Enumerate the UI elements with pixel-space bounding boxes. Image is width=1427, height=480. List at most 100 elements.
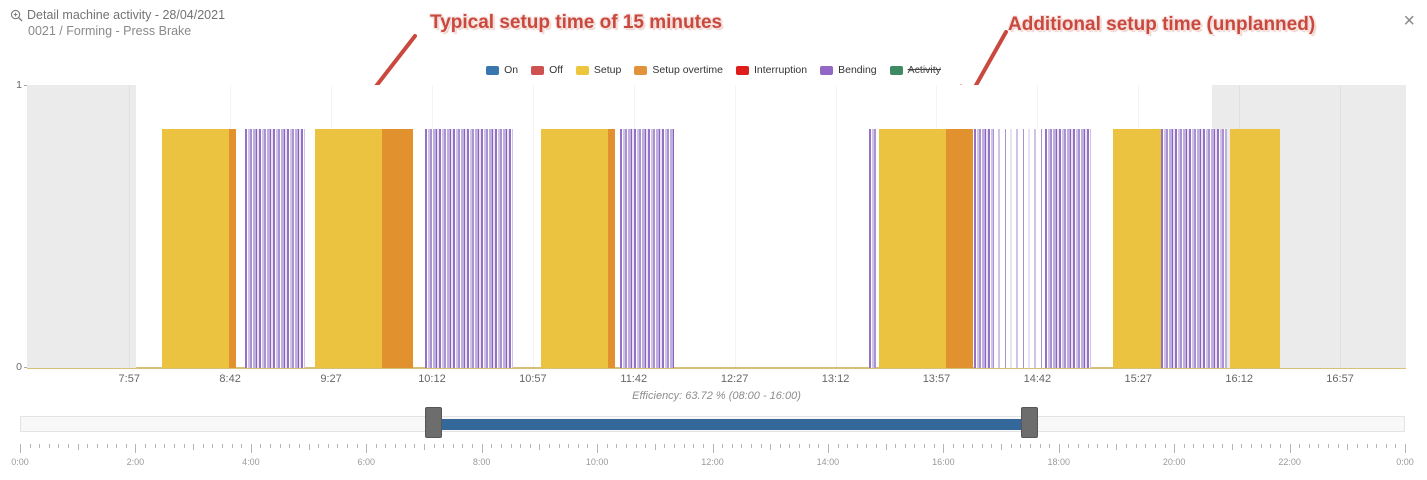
ruler-tick	[827, 444, 829, 453]
x-axis-tick-label: 10:57	[519, 373, 547, 385]
ruler-label: 8:00	[472, 457, 491, 467]
ruler-tick	[1212, 444, 1214, 448]
ruler-tick	[943, 444, 945, 453]
zoom-icon	[10, 9, 23, 22]
ruler-tick	[645, 444, 647, 448]
ruler-tick	[356, 444, 358, 448]
x-axis-tick-label: 8:42	[219, 373, 241, 385]
x-axis-tick-label: 11:42	[620, 373, 648, 385]
ruler-tick	[587, 444, 589, 448]
ruler-tick	[250, 444, 252, 453]
x-gridline	[734, 85, 736, 368]
bending-segment[interactable]	[620, 128, 675, 368]
close-icon[interactable]: ×	[1403, 10, 1415, 32]
setup-segment[interactable]	[1229, 128, 1280, 368]
ruler-tick	[347, 444, 348, 448]
ruler-tick	[193, 444, 195, 450]
bending-segment[interactable]	[974, 128, 995, 368]
setup-overtime-segment[interactable]	[228, 128, 236, 368]
setup-overtime-segment[interactable]	[382, 128, 414, 368]
ruler-tick	[683, 444, 685, 448]
bending-segment[interactable]	[1045, 128, 1092, 368]
ruler-tick	[1385, 444, 1387, 448]
ruler-tick	[202, 444, 204, 448]
setup-overtime-segment[interactable]	[608, 128, 615, 368]
ruler-label: 2:00	[126, 457, 145, 467]
ruler-label: 22:00	[1278, 457, 1301, 467]
navigator-left-handle[interactable]	[425, 407, 443, 438]
ruler-tick	[799, 444, 801, 448]
ruler-tick	[1231, 444, 1233, 450]
legend-item-interruption[interactable]: Interruption	[735, 64, 807, 76]
setup-overtime-segment[interactable]	[945, 128, 973, 368]
ruler-tick	[731, 444, 733, 448]
setup-overtime-swatch	[634, 65, 648, 75]
navigator-right-handle[interactable]	[1021, 407, 1039, 438]
ruler-tick	[337, 444, 339, 448]
ruler-tick	[1097, 444, 1099, 448]
ruler-tick	[39, 444, 41, 448]
bending-segment[interactable]	[1161, 128, 1228, 368]
time-ruler: 0:00 2:00 4:00 6:00 8:00 10:00 12:00 14:00 16:00…	[11, 444, 1414, 474]
bending-segment[interactable]	[425, 128, 513, 368]
ruler-tick	[1020, 444, 1022, 448]
ruler-tick	[1405, 444, 1406, 453]
x-gridline	[129, 85, 131, 368]
ruler-tick	[125, 444, 127, 448]
setup-segment[interactable]	[878, 128, 946, 368]
ruler-tick	[654, 444, 656, 450]
legend-item-off[interactable]: Off	[531, 64, 563, 76]
legend-label: Off	[549, 64, 563, 76]
ruler-label: 18:00	[1047, 457, 1071, 467]
ruler-tick	[1279, 444, 1281, 448]
ruler-tick	[1145, 444, 1147, 448]
setup-segment[interactable]	[1112, 128, 1162, 368]
chart-legend: On Off Setup Setup overtime Interruption Bend…	[0, 64, 1427, 76]
header: Detail machine activity - 28/04/2021 002…	[10, 7, 225, 39]
ruler-tick	[548, 444, 550, 448]
x-axis-labels: 7:57 8:42 9:27 10:12 10:57 11:42 12:27 13:12 13:…	[27, 373, 1406, 387]
setup-segment[interactable]	[161, 128, 229, 368]
legend-label: Setup	[593, 64, 622, 76]
ruler-tick	[1241, 444, 1243, 448]
ruler-tick	[241, 444, 243, 448]
ruler-tick	[183, 444, 185, 448]
x-axis-tick-label: 9:27	[320, 373, 342, 385]
legend-item-setup[interactable]: Setup	[575, 64, 622, 76]
legend-label: Activity	[907, 64, 941, 76]
ruler-tick	[904, 444, 906, 448]
ruler-label: 12:00	[701, 457, 724, 467]
ruler-tick	[1347, 444, 1349, 450]
setup-segment[interactable]	[314, 128, 383, 368]
ruler-tick	[885, 444, 887, 450]
legend-item-on[interactable]: On	[486, 64, 518, 76]
navigator-selected-range[interactable]	[440, 419, 1023, 430]
ruler-tick	[770, 444, 772, 450]
annotation-typical-setup: Typical setup time of 15 minutes	[430, 12, 723, 33]
activity-timeline-plot[interactable]	[27, 85, 1406, 369]
ruler-tick	[385, 444, 387, 448]
bending-segment[interactable]	[244, 128, 306, 368]
ruler-tick	[1337, 444, 1339, 448]
legend-item-setup-overtime[interactable]: Setup overtime	[634, 64, 723, 76]
ruler-tick	[77, 444, 79, 450]
ruler-tick	[500, 444, 502, 448]
ruler-tick	[1318, 444, 1320, 448]
x-axis-tick-label: 15:27	[1124, 373, 1153, 385]
legend-label: Bending	[838, 64, 877, 76]
ruler-tick	[58, 444, 60, 448]
ruler-tick	[289, 444, 291, 448]
bending-segment[interactable]	[869, 128, 876, 368]
x-axis-tick-label: 16:12	[1225, 373, 1253, 385]
ruler-tick	[1164, 444, 1166, 448]
ruler-tick	[106, 444, 108, 448]
legend-item-activity[interactable]: Activity	[889, 64, 941, 76]
setup-segment[interactable]	[540, 128, 609, 368]
ruler-tick	[847, 444, 849, 448]
ruler-tick	[20, 444, 21, 453]
legend-item-bending[interactable]: Bending	[820, 64, 877, 76]
ruler-tick	[279, 444, 281, 448]
x-gridline	[532, 85, 534, 368]
bending-segment[interactable]	[994, 128, 1046, 368]
ruler-tick	[568, 444, 570, 448]
